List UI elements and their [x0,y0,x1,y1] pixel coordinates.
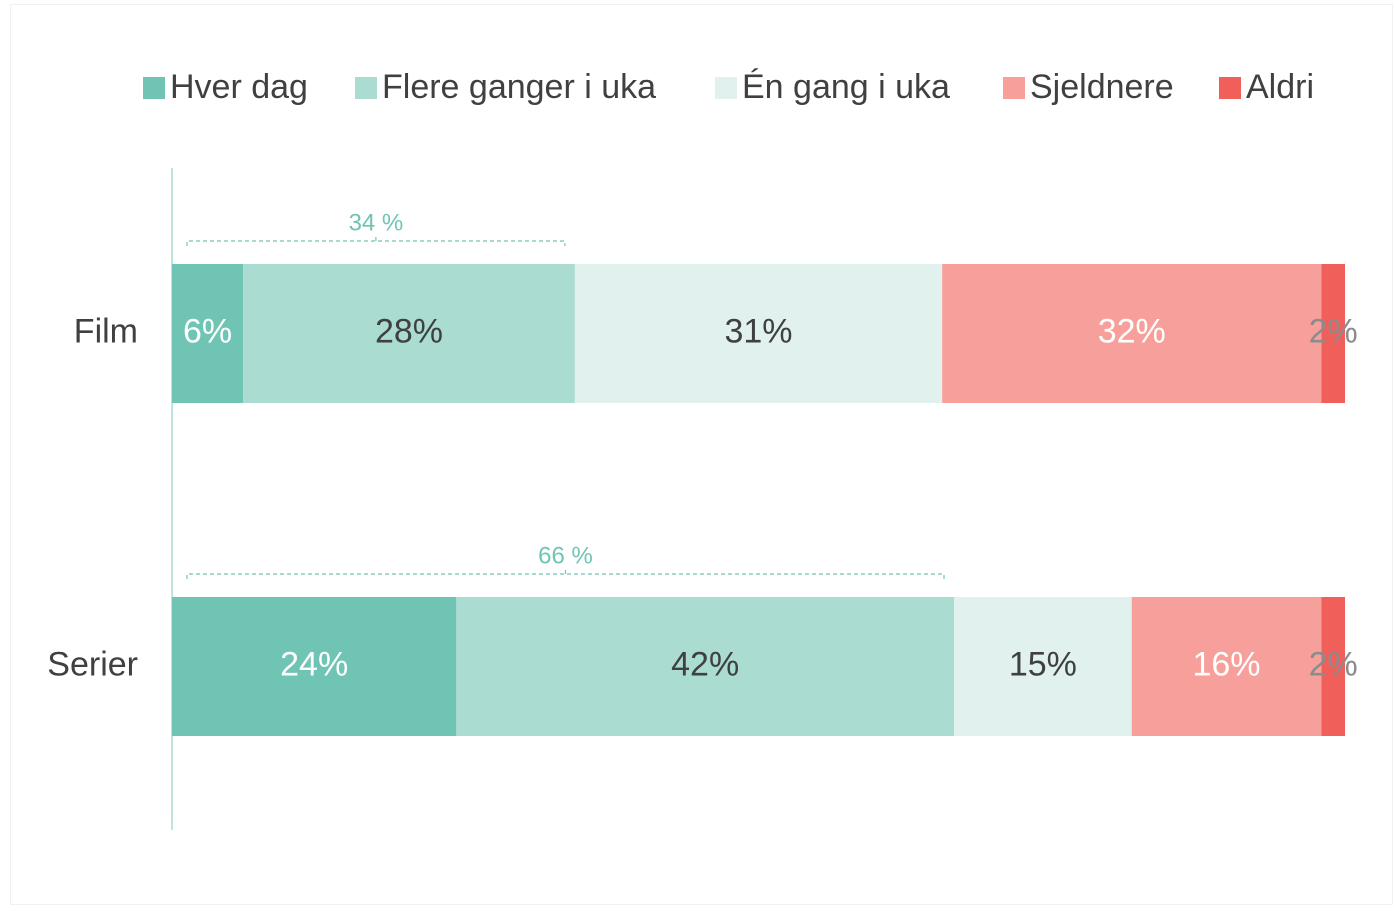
value-label: 2% [1309,312,1358,350]
bar-segment [172,264,244,403]
legend-swatch [355,77,377,99]
bar-segment [574,264,943,403]
bar-segment [954,597,1132,736]
bar-segment [172,597,457,736]
value-label: 31% [724,312,792,350]
legend-label: Hver dag [170,68,308,106]
category-label: Serier [47,645,138,683]
frame [10,4,1393,905]
bar-segment [456,597,954,736]
annotation-label: 66 % [538,542,593,569]
bar-segment [1321,597,1345,736]
value-label: 42% [671,645,739,683]
value-label: 24% [280,645,348,683]
annotation-bracket [186,236,566,246]
bar-segment [1321,264,1345,403]
legend-swatch [1003,77,1025,99]
value-label: 15% [1009,645,1077,683]
legend-swatch [143,77,165,99]
legend-swatch [1219,77,1241,99]
legend-swatch [715,77,737,99]
bar-segment [1131,597,1322,736]
annotation-bracket [186,569,945,579]
legend-label: Flere ganger i uka [382,68,656,106]
legend-label: Én gang i uka [742,68,950,106]
legend-label: Aldri [1246,68,1314,106]
category-label: Film [74,312,138,350]
value-label: 28% [375,312,443,350]
annotation-label: 34 % [349,209,404,236]
value-label: 6% [183,312,232,350]
bar-segment [942,264,1322,403]
value-label: 2% [1309,645,1358,683]
bar-segment [243,264,575,403]
value-label: 32% [1098,312,1166,350]
legend-label: Sjeldnere [1030,68,1174,106]
value-label: 16% [1192,645,1260,683]
